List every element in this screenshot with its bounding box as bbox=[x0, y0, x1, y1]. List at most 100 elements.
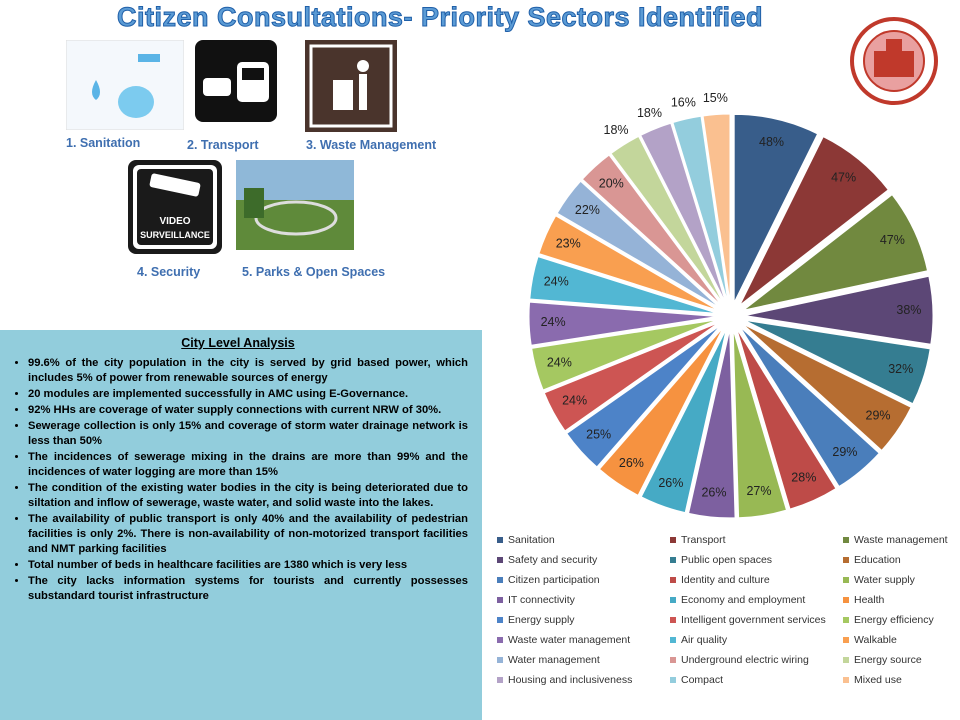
pie-slice bbox=[610, 135, 725, 305]
legend-swatch bbox=[843, 577, 849, 583]
waste-icon bbox=[305, 40, 397, 132]
pie-slice bbox=[566, 324, 721, 468]
data-label: 29% bbox=[866, 409, 891, 423]
legend-swatch bbox=[843, 557, 849, 563]
analysis-bullet: The incidences of sewerage mixing in the… bbox=[28, 450, 468, 480]
legend-label: Sanitation bbox=[508, 534, 555, 546]
analysis-list: 99.6% of the city population in the city… bbox=[8, 356, 468, 604]
legend-swatch bbox=[843, 657, 849, 663]
legend-swatch bbox=[670, 657, 676, 663]
analysis-bullet: 99.6% of the city population in the city… bbox=[28, 356, 468, 386]
legend-swatch bbox=[497, 637, 503, 643]
pie-slice bbox=[598, 327, 724, 496]
pie-slice bbox=[672, 115, 729, 303]
data-label: 48% bbox=[759, 135, 784, 149]
legend-label: Mixed use bbox=[854, 674, 902, 686]
legend-label: Energy efficiency bbox=[854, 614, 935, 626]
legend-label: Energy source bbox=[854, 654, 922, 666]
pie-slice bbox=[702, 113, 731, 303]
data-label: 20% bbox=[599, 177, 624, 191]
legend-label: Walkable bbox=[854, 634, 897, 646]
legend-label: Transport bbox=[681, 534, 726, 546]
pie-slice bbox=[529, 255, 718, 314]
pie-slice bbox=[744, 319, 931, 405]
legend-label: Waste management bbox=[854, 534, 948, 546]
analysis-bullet: Sewerage collection is only 15% and cove… bbox=[28, 419, 468, 449]
pie-slice bbox=[581, 154, 722, 307]
legend-label: Public open spaces bbox=[681, 554, 772, 566]
data-label: 22% bbox=[575, 203, 600, 217]
legend-label: Safety and security bbox=[508, 554, 598, 566]
data-label: 16% bbox=[671, 96, 696, 110]
legend-label: Energy supply bbox=[508, 614, 575, 626]
legend-swatch bbox=[497, 577, 503, 583]
legend-swatch bbox=[670, 617, 676, 623]
security-icon: VIDEO SURVEILLANCE bbox=[128, 160, 222, 254]
data-label: 26% bbox=[619, 456, 644, 470]
parks-photo bbox=[236, 160, 354, 250]
pie-slice bbox=[640, 328, 727, 514]
sanitation-icon bbox=[66, 40, 184, 130]
legend-swatch bbox=[497, 617, 503, 623]
pie-chart: 48% 47% 47% 38% 32% 29% 29% 28% 27% 26% 26% 26% 25% 2… bbox=[497, 91, 948, 686]
legend-label: Underground electric wiring bbox=[681, 654, 809, 666]
svg-text:SURVEILLANCE: SURVEILLANCE bbox=[140, 230, 210, 240]
legend-label: Water supply bbox=[854, 574, 916, 586]
pie-slice bbox=[739, 326, 880, 488]
emblem bbox=[850, 17, 938, 105]
pie-slice bbox=[742, 323, 912, 452]
legend-label: Housing and inclusiveness bbox=[508, 674, 632, 686]
sector-caption: 5. Parks & Open Spaces bbox=[242, 265, 386, 279]
legend-swatch bbox=[497, 677, 503, 683]
sector-caption: 1. Sanitation bbox=[66, 136, 141, 150]
data-label: 47% bbox=[880, 233, 905, 247]
legend-label: Citizen participation bbox=[508, 574, 600, 586]
legend-swatch bbox=[670, 637, 676, 643]
legend-label: Economy and employment bbox=[681, 594, 805, 606]
data-label: 24% bbox=[547, 355, 572, 369]
legend-swatch bbox=[670, 677, 676, 683]
pie-slice bbox=[543, 322, 719, 432]
analysis-bullet: Total number of beds in healthcare facil… bbox=[28, 558, 468, 573]
legend-label: Air quality bbox=[681, 634, 728, 646]
pie-slice bbox=[528, 301, 718, 346]
analysis-title: City Level Analysis bbox=[181, 336, 295, 350]
pie-slice bbox=[687, 329, 736, 519]
legend-swatch bbox=[843, 617, 849, 623]
legend-swatch bbox=[843, 677, 849, 683]
data-label: 24% bbox=[562, 393, 587, 407]
legend-swatch bbox=[497, 557, 503, 563]
analysis-bullet: The availability of public transport is … bbox=[28, 512, 468, 557]
pie-slice bbox=[640, 122, 727, 304]
data-label: 26% bbox=[701, 485, 726, 499]
legend-label: IT connectivity bbox=[508, 594, 576, 606]
data-label: 15% bbox=[703, 91, 728, 105]
data-label: 28% bbox=[791, 471, 816, 485]
pie-slice bbox=[732, 329, 788, 519]
transport-icon bbox=[195, 40, 277, 122]
legend-swatch bbox=[843, 537, 849, 543]
data-label: 27% bbox=[746, 484, 771, 498]
pie-slice bbox=[538, 215, 719, 311]
analysis-bullet: 20 modules are implemented successfully … bbox=[28, 387, 468, 402]
legend-label: Health bbox=[854, 594, 885, 606]
pie-slice bbox=[739, 136, 889, 306]
data-label: 25% bbox=[586, 427, 611, 441]
pie-slice bbox=[736, 328, 837, 510]
legend-swatch bbox=[670, 537, 676, 543]
analysis-bullet: The condition of the existing water bodi… bbox=[28, 481, 468, 511]
legend-swatch bbox=[843, 597, 849, 603]
data-label: 18% bbox=[637, 106, 662, 120]
sector-caption: 3. Waste Management bbox=[306, 138, 437, 152]
legend-label: Water management bbox=[508, 654, 600, 666]
analysis-bullet: 92% HHs are coverage of water supply con… bbox=[28, 403, 468, 418]
legend-swatch bbox=[497, 657, 503, 663]
legend-swatch bbox=[497, 597, 503, 603]
legend-label: Intelligent government services bbox=[681, 614, 826, 626]
legend-swatch bbox=[670, 577, 676, 583]
pie-slice bbox=[733, 113, 819, 303]
legend-label: Waste water management bbox=[508, 634, 630, 646]
data-label: 29% bbox=[832, 445, 857, 459]
pie-slice bbox=[531, 319, 718, 391]
data-label: 18% bbox=[604, 123, 629, 137]
